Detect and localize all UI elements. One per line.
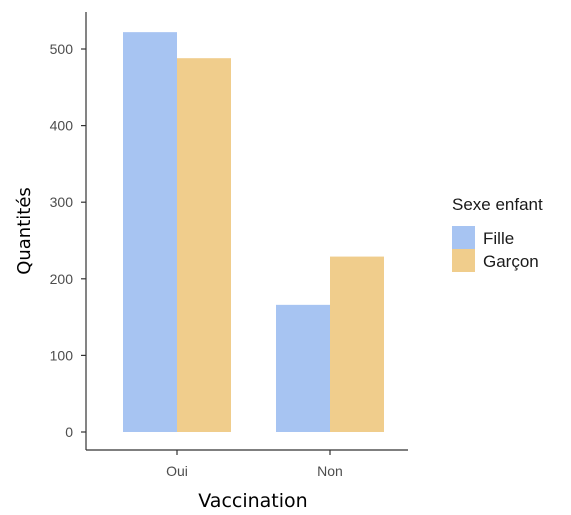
x-tick-label: Non <box>317 463 343 479</box>
bars-layer <box>123 32 384 432</box>
bar-oui-fille <box>123 32 177 432</box>
legend: Sexe enfant Fille Garçon <box>452 195 543 272</box>
y-tick-label: 200 <box>50 271 74 287</box>
y-tick-label: 500 <box>50 41 74 57</box>
bar-non-fille <box>276 304 330 432</box>
legend-label-garcon: Garçon <box>483 252 539 271</box>
bar-non-garcon <box>330 256 384 432</box>
x-axis: Oui Non <box>86 449 408 479</box>
legend-title: Sexe enfant <box>452 195 543 214</box>
x-tick-label: Oui <box>166 463 188 479</box>
y-axis-title: Quantités <box>14 187 35 275</box>
bar-oui-garcon <box>177 58 231 432</box>
y-tick-label: 300 <box>50 194 74 210</box>
x-axis-title: Vaccination <box>198 490 307 512</box>
y-tick-label: 100 <box>50 347 74 363</box>
y-tick-label: 400 <box>50 118 74 134</box>
legend-key-garcon <box>452 249 475 272</box>
y-axis: 0 100 200 300 400 500 <box>50 12 87 450</box>
y-tick-label: 0 <box>65 424 73 440</box>
legend-key-fille <box>452 226 475 249</box>
legend-label-fille: Fille <box>483 229 514 248</box>
